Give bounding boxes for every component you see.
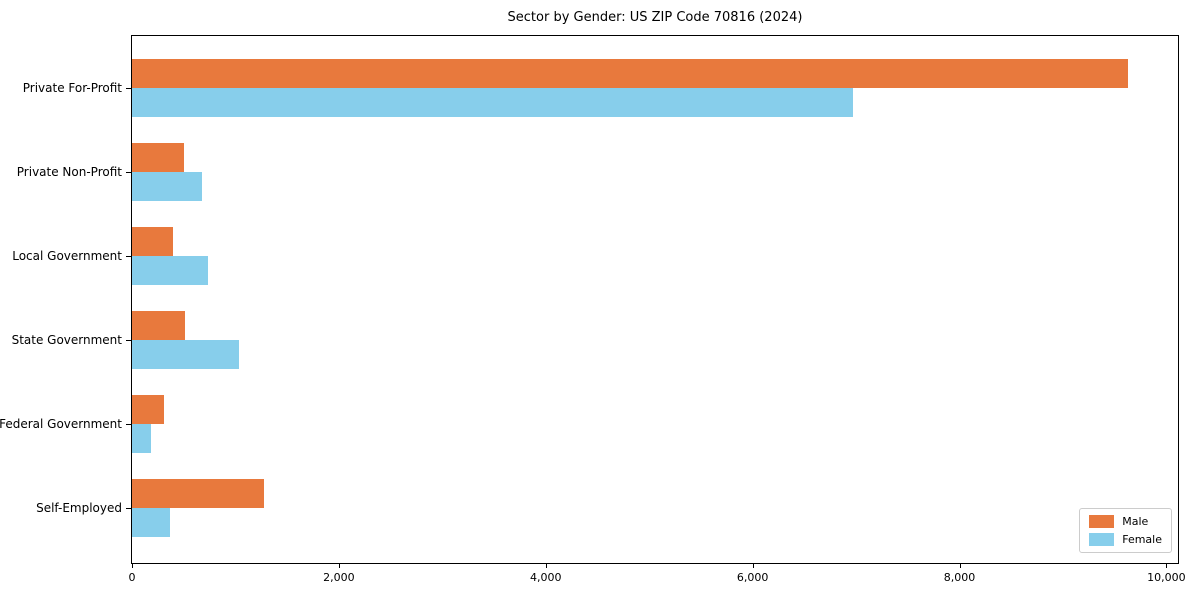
bar-female-private-for-profit: [132, 88, 853, 117]
bar-female-private-non-profit: [132, 172, 203, 201]
bar-male-private-for-profit: [132, 59, 1129, 88]
bar-male-local-government: [132, 227, 174, 256]
y-tick-mark: [126, 424, 132, 425]
legend-swatch-female: [1089, 533, 1115, 546]
y-axis-label-self-employed: Self-Employed: [36, 501, 122, 515]
legend: Male Female: [1079, 508, 1172, 553]
legend-item-male: Male: [1089, 515, 1162, 528]
legend-item-female: Female: [1089, 533, 1162, 546]
plot-area: Private For-Profit Private Non-Profit Loca…: [0, 35, 1186, 584]
bar-male-state-government: [132, 311, 185, 340]
y-axis-label-state-government: State Government: [11, 333, 122, 347]
y-tick-mark: [126, 340, 132, 341]
y-tick-mark: [126, 256, 132, 257]
x-tick-label: 10,000: [1147, 571, 1186, 584]
bar-male-federal-government: [132, 395, 165, 424]
chart-title: Sector by Gender: US ZIP Code 70816 (202…: [507, 10, 803, 25]
y-axis-label-private-for-profit: Private For-Profit: [22, 81, 122, 95]
y-axis-label-federal-government: Federal Government: [0, 417, 122, 431]
x-tick-label: 0: [128, 571, 136, 584]
bar-female-federal-government: [132, 424, 151, 453]
x-tick-mark: [338, 563, 340, 568]
bar-male-self-employed: [132, 479, 265, 508]
bar-female-self-employed: [132, 508, 171, 537]
x-tick-mark: [132, 563, 133, 568]
y-tick-mark: [126, 88, 132, 89]
y-axis-label-private-non-profit: Private Non-Profit: [16, 165, 122, 179]
x-tick-mark: [545, 563, 547, 568]
y-tick-mark: [126, 508, 132, 509]
x-tick-label: 2,000: [323, 571, 355, 584]
legend-label-female: Female: [1122, 533, 1162, 546]
x-tick-mark: [959, 563, 961, 568]
legend-label-male: Male: [1122, 515, 1149, 528]
x-tick-label: 8,000: [943, 571, 976, 584]
bar-female-local-government: [132, 256, 208, 285]
legend-swatch-male: [1089, 515, 1115, 528]
x-tick-mark: [752, 563, 754, 568]
bar-female-state-government: [132, 340, 239, 369]
y-axis-label-local-government: Local Government: [12, 249, 122, 263]
x-tick-label: 4,000: [530, 571, 562, 584]
x-tick-mark: [1166, 563, 1168, 568]
bar-male-private-non-profit: [132, 143, 184, 172]
y-tick-mark: [126, 172, 132, 173]
x-tick-label: 6,000: [736, 571, 769, 584]
